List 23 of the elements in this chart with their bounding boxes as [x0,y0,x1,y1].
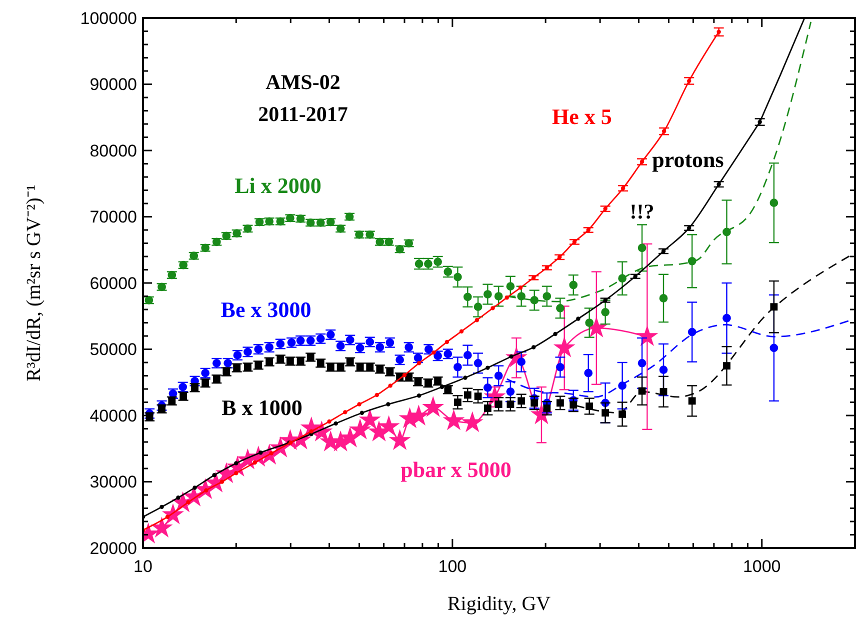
y-tick-label: 30000 [90,472,137,492]
y-tick-label: 60000 [90,274,137,293]
x-tick-label: 100 [438,557,467,576]
y-tick-label: 70000 [90,208,137,227]
annotation: 2011-2017 [258,102,348,126]
x-tick-label: 1000 [742,557,781,576]
series-label: protons [652,147,724,172]
series-label: He x 5 [552,104,612,129]
y-tick-label: 50000 [90,340,137,360]
series-label: pbar x 5000 [400,457,512,482]
x-tick-label: 10 [134,557,152,576]
y-axis-title: R³dI/dR, (m²sr s GV⁻²)⁻¹ [23,184,45,382]
series-label: Be x 3000 [220,297,312,322]
y-tick-label: 80000 [90,141,137,160]
x-axis-title: Rigidity, GV [447,593,552,615]
y-tick-label: 90000 [90,75,137,94]
y-tick-label: 40000 [90,406,137,426]
annotation: AMS-02 [266,70,340,94]
y-tick-label: 100000 [80,8,137,28]
y-tick-label: 20000 [90,538,137,558]
series-label: B x 1000 [222,395,302,420]
series-label: Li x 2000 [234,173,322,198]
annotation: !!? [630,200,654,224]
